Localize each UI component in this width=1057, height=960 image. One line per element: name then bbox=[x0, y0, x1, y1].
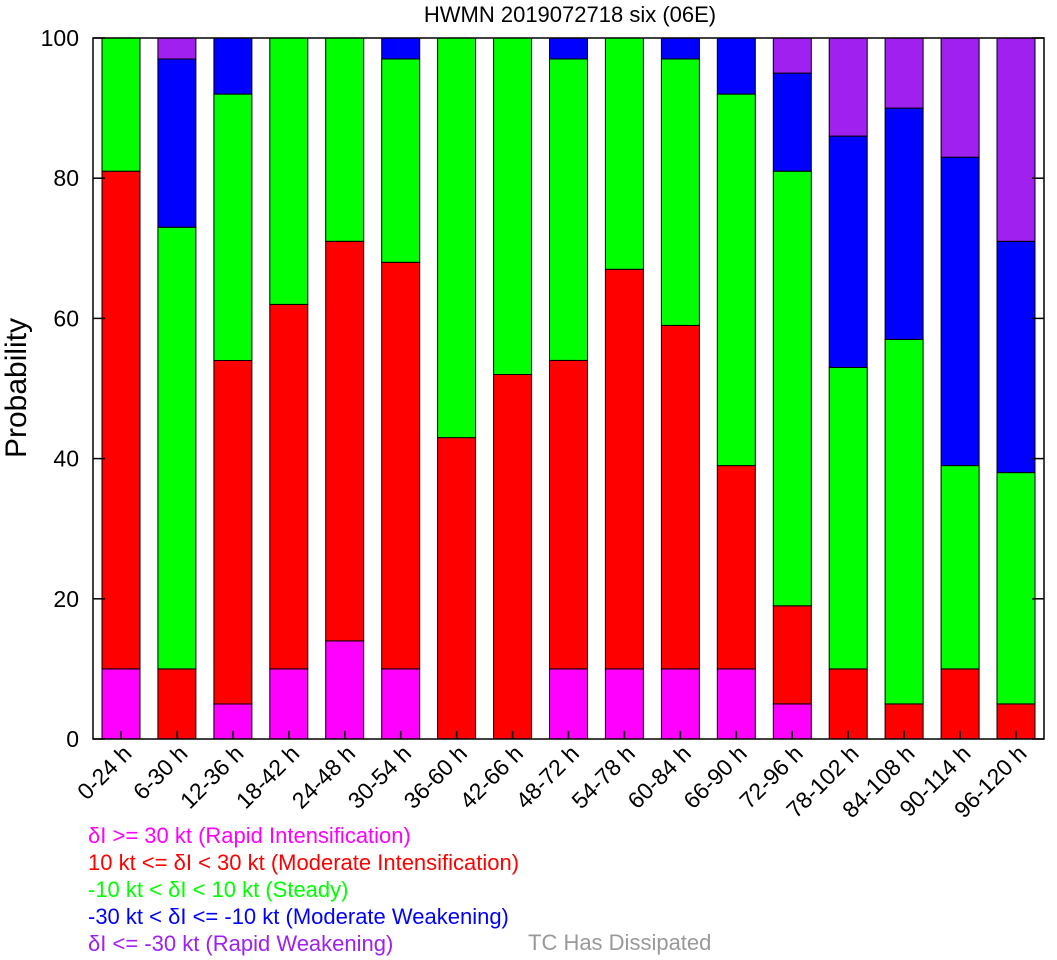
y-tick-label: 60 bbox=[53, 305, 79, 331]
bar-segment-90-114h-s1 bbox=[940, 668, 980, 740]
bar-segment-30-54h-s2 bbox=[381, 58, 421, 263]
bar-segment-30-54h-s3 bbox=[381, 37, 421, 60]
plot-frame bbox=[92, 37, 1045, 740]
bar-segment-84-108h-s2 bbox=[884, 338, 924, 705]
bar-segment-0-24h-s0 bbox=[101, 668, 141, 740]
bar-segment-54-78h-s1 bbox=[604, 268, 644, 670]
bar-segment-30-54h-s1 bbox=[381, 261, 421, 670]
bar-segment-6-30h-s3 bbox=[157, 58, 197, 228]
stacked-probability-chart: HWMN 2019072718 six (06E) Probability 0-… bbox=[0, 2, 1045, 820]
bar-segment-90-114h-s2 bbox=[940, 465, 980, 670]
bar-segment-0-24h-s1 bbox=[101, 170, 141, 670]
bar-segment-48-72h-s0 bbox=[549, 668, 588, 740]
y-tick-label: 100 bbox=[41, 25, 79, 51]
bar-segment-48-72h-s3 bbox=[549, 37, 588, 60]
bar-segment-96-120h-s2 bbox=[996, 472, 1036, 705]
legend-item-dissipated: TC Has Dissipated bbox=[528, 930, 712, 955]
bar-segment-48-72h-s2 bbox=[549, 58, 588, 361]
bar-segment-6-30h-s4 bbox=[157, 37, 197, 60]
bar-segment-6-30h-s1 bbox=[157, 668, 197, 740]
bar-segment-72-96h-s1 bbox=[772, 605, 812, 705]
bar-segment-66-90h-s2 bbox=[716, 93, 756, 467]
x-tick-label: 0-24 h bbox=[72, 740, 137, 805]
bar-segment-18-42h-s2 bbox=[269, 37, 309, 305]
bar-segment-12-36h-s2 bbox=[213, 93, 253, 361]
bar-segment-12-36h-s1 bbox=[213, 360, 253, 705]
bar-segment-72-96h-s3 bbox=[772, 72, 812, 172]
bar-segment-6-30h-s2 bbox=[157, 226, 197, 670]
bar-segment-66-90h-s3 bbox=[716, 37, 756, 95]
bar-segment-78-102h-s3 bbox=[828, 135, 868, 368]
bar-segment-60-84h-s0 bbox=[660, 668, 700, 740]
bar-segment-66-90h-s0 bbox=[716, 668, 756, 740]
legend-item-moderate-weakening: -30 kt < δI <= -10 kt (Moderate Weakenin… bbox=[88, 904, 509, 929]
bar-segment-78-102h-s4 bbox=[828, 37, 868, 137]
legend-item-moderate-intensification: 10 kt <= δI < 30 kt (Moderate Intensific… bbox=[88, 850, 520, 875]
legend-item-rapid-intensification: δI >= 30 kt (Rapid Intensification) bbox=[88, 823, 411, 848]
bar-segment-24-48h-s2 bbox=[325, 37, 365, 242]
bar-segment-84-108h-s3 bbox=[884, 107, 924, 340]
bar-segment-96-120h-s3 bbox=[996, 240, 1036, 474]
chart-title: HWMN 2019072718 six (06E) bbox=[424, 2, 716, 27]
bar-segment-66-90h-s1 bbox=[716, 465, 756, 670]
bar-segment-60-84h-s3 bbox=[660, 37, 700, 60]
bar-segment-84-108h-s4 bbox=[884, 37, 924, 109]
bar-segment-42-66h-s1 bbox=[493, 374, 533, 740]
bar-segment-72-96h-s4 bbox=[772, 37, 812, 74]
bar-segment-24-48h-s1 bbox=[325, 240, 365, 642]
y-tick-label: 20 bbox=[53, 586, 79, 612]
bar-segment-96-120h-s4 bbox=[996, 37, 1036, 242]
bar-segment-54-78h-s0 bbox=[604, 668, 644, 740]
bar-segment-90-114h-s3 bbox=[940, 156, 980, 467]
bar-segment-24-48h-s0 bbox=[325, 640, 365, 740]
bar-segment-18-42h-s0 bbox=[269, 668, 309, 740]
bar-segment-12-36h-s3 bbox=[213, 37, 253, 95]
y-tick-label: 0 bbox=[66, 726, 79, 752]
bar-segment-78-102h-s2 bbox=[828, 367, 868, 670]
y-tick-label: 40 bbox=[53, 446, 79, 472]
bar-segment-48-72h-s1 bbox=[549, 360, 588, 670]
bar-segment-42-66h-s2 bbox=[493, 37, 533, 375]
bar-segment-18-42h-s1 bbox=[269, 303, 309, 670]
bar-segment-54-78h-s2 bbox=[604, 37, 644, 270]
y-axis-label: Probability bbox=[0, 318, 33, 458]
legend-item-rapid-weakening: δI <= -30 kt (Rapid Weakening) bbox=[88, 931, 394, 956]
legend-item-steady: -10 kt < δI < 10 kt (Steady) bbox=[88, 877, 349, 902]
bar-segment-60-84h-s1 bbox=[660, 324, 700, 670]
bar-segment-0-24h-s2 bbox=[101, 37, 141, 172]
bar-segment-78-102h-s1 bbox=[828, 668, 868, 740]
bar-layer bbox=[101, 37, 1036, 740]
bar-segment-90-114h-s4 bbox=[940, 37, 980, 158]
bar-segment-36-60h-s1 bbox=[437, 437, 477, 740]
bar-segment-60-84h-s2 bbox=[660, 58, 700, 326]
bar-segment-72-96h-s2 bbox=[772, 170, 812, 607]
y-tick-label: 80 bbox=[53, 165, 79, 191]
bar-segment-36-60h-s2 bbox=[437, 37, 477, 439]
bar-segment-30-54h-s0 bbox=[381, 668, 421, 740]
legend: δI >= 30 kt (Rapid Intensification) 10 k… bbox=[88, 822, 519, 957]
